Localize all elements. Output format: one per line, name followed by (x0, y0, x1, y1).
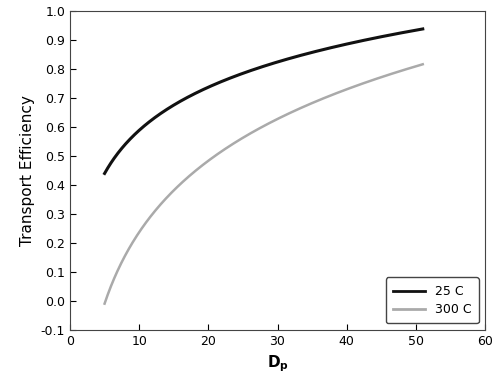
25 C (291, 55, 297, 60)
25 C (252, 67, 258, 71)
25 C (254, 66, 260, 70)
25 C (362, 38, 368, 42)
Y-axis label: Transport Efficiency: Transport Efficiency (20, 95, 35, 246)
25 C (102, 171, 107, 176)
Line: 300 C: 300 C (104, 64, 423, 304)
300 C (412, 64, 418, 69)
25 C (412, 28, 418, 33)
Legend: 25 C, 300 C: 25 C, 300 C (386, 277, 479, 324)
25 C (420, 27, 426, 31)
300 C (254, 127, 260, 132)
300 C (291, 109, 297, 113)
300 C (274, 117, 280, 122)
300 C (252, 128, 258, 133)
300 C (362, 80, 368, 85)
25 C (274, 60, 280, 64)
300 C (102, 301, 107, 306)
300 C (420, 62, 426, 67)
Line: 25 C: 25 C (104, 29, 423, 174)
X-axis label: $\mathbf{D_p}$: $\mathbf{D_p}$ (266, 353, 288, 374)
